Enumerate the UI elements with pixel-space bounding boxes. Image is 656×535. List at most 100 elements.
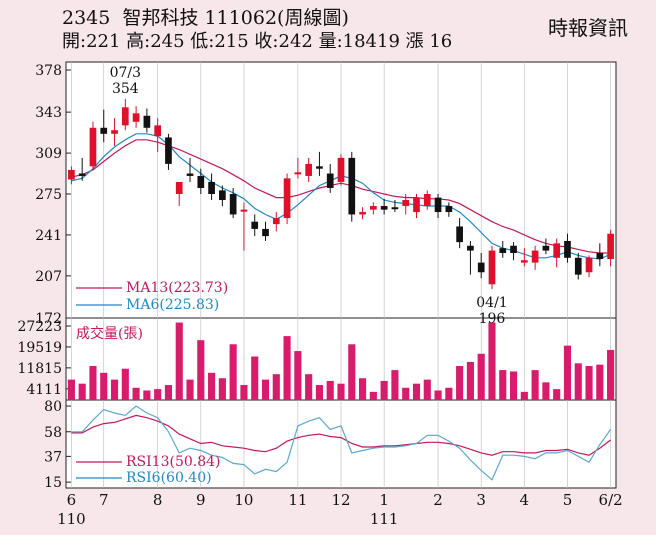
source-label: 時報資訊: [548, 16, 628, 40]
volume-y-tick-label: 4111: [26, 382, 62, 398]
volume-bar: [574, 363, 582, 400]
volume-title: 成交量(張): [76, 325, 143, 342]
candle-body: [100, 127, 108, 134]
volume-bar: [607, 349, 615, 400]
candle-body: [596, 252, 604, 260]
rsi-y-tick-label: 15: [44, 475, 62, 491]
rsi6-line: [71, 405, 612, 481]
candle-body: [219, 190, 226, 201]
price-y-tick-label: 309: [35, 146, 62, 162]
volume-bar: [261, 379, 270, 400]
volume-bar: [531, 370, 539, 400]
candle-body: [326, 173, 334, 188]
candle-body: [143, 115, 151, 128]
candle-body: [165, 137, 172, 164]
volume-bar: [509, 371, 518, 400]
volume-bar: [240, 385, 248, 400]
volume-bar: [402, 387, 410, 400]
candle-body: [391, 207, 399, 210]
volume-bar: [456, 366, 464, 400]
rsi-y-tick-label: 37: [44, 449, 62, 465]
volume-y-tick-label: 19519: [17, 340, 62, 356]
candle-body: [531, 250, 539, 263]
candle-body: [574, 257, 582, 275]
price-y-tick-label: 343: [35, 105, 62, 121]
candle-body: [434, 197, 442, 213]
volume-bar: [143, 390, 151, 400]
candle-body: [423, 194, 431, 207]
candle-body: [348, 157, 356, 215]
candle-body: [542, 245, 550, 251]
candle-body: [607, 233, 614, 260]
volume-bar: [423, 379, 431, 400]
x-tick-label: 6/2: [599, 491, 623, 509]
candle-body: [272, 218, 280, 225]
volume-bar: [110, 379, 119, 400]
x-year-label: 111: [370, 510, 399, 528]
volume-bar: [89, 366, 97, 400]
rsi-y-tick-label: 58: [44, 425, 62, 441]
volume-bar: [326, 380, 334, 400]
candle-body: [208, 181, 215, 194]
volume-bar: [466, 361, 474, 400]
candle-body: [89, 127, 97, 167]
candle-body: [175, 181, 183, 194]
volume-bar: [132, 387, 140, 400]
volume-y-tick-label: 27223: [17, 319, 62, 335]
price-y-tick-label: 378: [35, 63, 62, 79]
volume-bar: [197, 340, 205, 400]
volume-bar: [369, 391, 377, 400]
volume-bar: [412, 383, 421, 400]
candle-body: [370, 206, 377, 210]
volume-bar: [337, 383, 345, 400]
volume-bar: [164, 385, 173, 400]
candle-body: [520, 260, 528, 263]
stock-name: 智邦科技: [122, 7, 199, 29]
x-tick-label: 11: [288, 491, 307, 509]
volume-bar: [391, 370, 399, 400]
x-tick-label: 6: [67, 491, 77, 509]
candle-body: [477, 262, 485, 273]
volume-bar: [477, 353, 485, 400]
x-tick-label: 7: [99, 491, 109, 509]
rsi-legend-label: RSI6(60.40): [126, 470, 212, 486]
candle-body: [121, 107, 129, 126]
high-annotation-value: 354: [112, 81, 139, 97]
volume-bar: [434, 390, 442, 400]
volume-bar: [359, 378, 367, 400]
volume-bar: [218, 378, 226, 400]
volume-bar: [78, 383, 86, 400]
volume-bar: [348, 344, 356, 400]
x-tick-label: 1: [379, 491, 389, 509]
price-y-tick-label: 207: [35, 269, 62, 285]
volume-bar: [67, 379, 75, 400]
volume-y-tick-label: 11815: [17, 361, 62, 377]
x-tick-label: 2: [433, 491, 443, 509]
candle-body: [467, 245, 474, 251]
rsi-y-tick-label: 80: [44, 399, 62, 415]
price-legend-label: MA13(223.73): [126, 280, 228, 296]
volume-bar: [596, 364, 604, 400]
candle-body: [445, 206, 453, 213]
x-tick-label: 4: [520, 491, 530, 509]
volume-bar: [488, 322, 496, 400]
candle-body: [553, 243, 561, 258]
candle-body: [262, 228, 269, 237]
volume-bar: [208, 372, 216, 400]
ohlc-summary: 開:221 高:245 低:215 收:242 量:18419 漲 16: [62, 31, 453, 52]
candle-body: [305, 163, 312, 176]
candle-body: [499, 248, 507, 253]
volume-bar: [154, 389, 162, 400]
volume-bar: [380, 380, 388, 400]
volume-bar: [186, 379, 194, 400]
candle-body: [78, 173, 86, 176]
volume-bar: [499, 370, 507, 400]
volume-bar: [121, 368, 129, 400]
volume-bar: [305, 374, 313, 400]
x-year-label: 110: [57, 510, 86, 528]
low-annotation-date: 04/1: [476, 295, 507, 311]
volume-bar: [542, 382, 550, 400]
candle-body: [316, 166, 323, 169]
candle-body: [380, 206, 388, 210]
